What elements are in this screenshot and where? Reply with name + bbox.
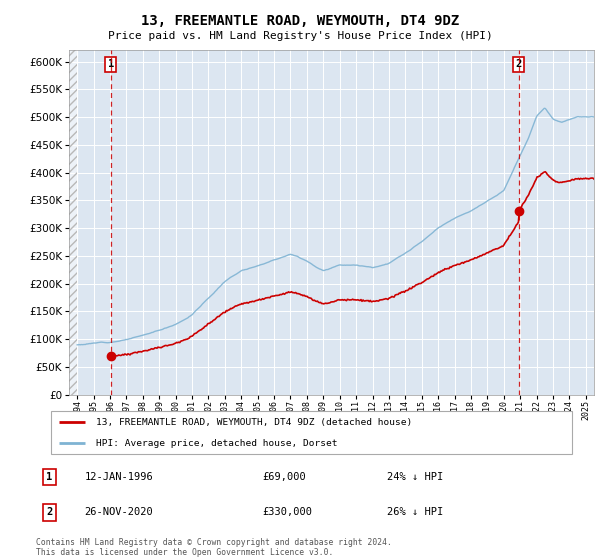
Text: 12-JAN-1996: 12-JAN-1996 [85, 472, 154, 482]
Text: 1: 1 [46, 472, 53, 482]
Text: 26-NOV-2020: 26-NOV-2020 [85, 507, 154, 517]
Text: 24% ↓ HPI: 24% ↓ HPI [387, 472, 443, 482]
Text: 13, FREEMANTLE ROAD, WEYMOUTH, DT4 9DZ: 13, FREEMANTLE ROAD, WEYMOUTH, DT4 9DZ [141, 14, 459, 28]
Text: 13, FREEMANTLE ROAD, WEYMOUTH, DT4 9DZ (detached house): 13, FREEMANTLE ROAD, WEYMOUTH, DT4 9DZ (… [95, 418, 412, 427]
FancyBboxPatch shape [50, 411, 572, 454]
Text: 26% ↓ HPI: 26% ↓ HPI [387, 507, 443, 517]
Text: £330,000: £330,000 [263, 507, 313, 517]
Text: Contains HM Land Registry data © Crown copyright and database right 2024.
This d: Contains HM Land Registry data © Crown c… [36, 538, 392, 557]
Text: 2: 2 [46, 507, 53, 517]
Text: £69,000: £69,000 [263, 472, 307, 482]
Bar [69, 50, 77, 395]
Text: 1: 1 [107, 59, 114, 69]
Text: 2: 2 [515, 59, 521, 69]
Bar [69, 50, 77, 395]
Text: Price paid vs. HM Land Registry's House Price Index (HPI): Price paid vs. HM Land Registry's House … [107, 31, 493, 41]
Text: HPI: Average price, detached house, Dorset: HPI: Average price, detached house, Dors… [95, 438, 337, 447]
